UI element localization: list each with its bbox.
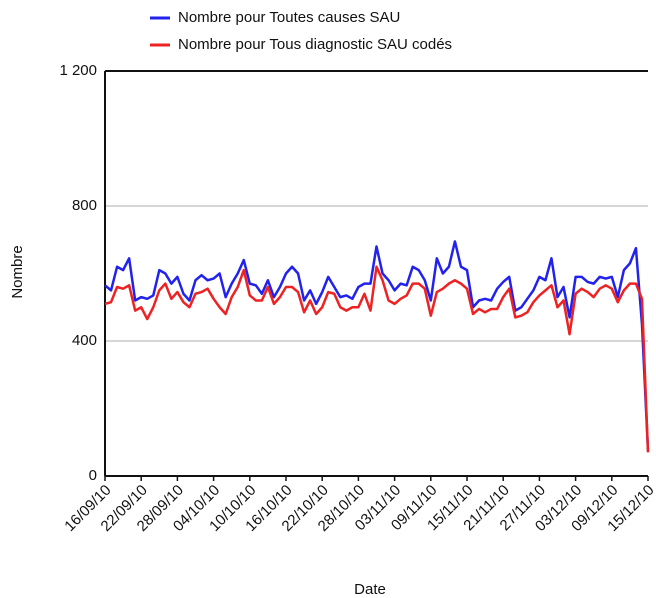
y-tick-label: 800 bbox=[72, 197, 97, 214]
legend-label: Nombre pour Toutes causes SAU bbox=[178, 9, 400, 26]
y-tick-label: 0 bbox=[89, 467, 97, 484]
y-axis-title: Nombre bbox=[9, 245, 26, 298]
y-tick-label: 400 bbox=[72, 332, 97, 349]
series-line bbox=[104, 240, 650, 451]
series-line bbox=[104, 265, 650, 453]
x-axis-title: Date bbox=[354, 581, 386, 598]
y-tick-label: 1 200 bbox=[59, 62, 97, 79]
legend-label: Nombre pour Tous diagnostic SAU codés bbox=[178, 36, 452, 53]
